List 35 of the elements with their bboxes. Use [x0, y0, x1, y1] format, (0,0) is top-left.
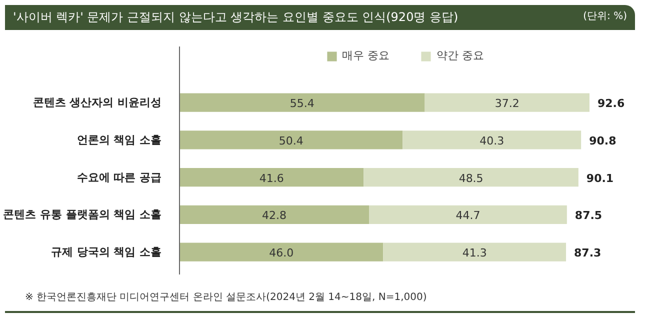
total-label: 87.5 — [574, 209, 602, 222]
data-label: 42.8 — [262, 209, 287, 222]
bar — [180, 130, 403, 150]
data-label: 55.4 — [290, 97, 314, 110]
data-label: 41.3 — [462, 246, 487, 260]
total-label: 90.8 — [589, 134, 616, 148]
bar — [369, 205, 567, 224]
bar — [180, 168, 364, 187]
y-tick-label: 콘텐츠 생산자의 비윤리성 — [32, 96, 162, 110]
text: (단위: %) — [583, 10, 627, 24]
data-label: 44.7 — [456, 209, 480, 222]
y-tick-label: 언론의 책임 소홀 — [76, 133, 162, 146]
legend-label: 매우 중요 — [342, 48, 390, 63]
bar — [180, 93, 425, 112]
total-label: 90.1 — [586, 172, 614, 185]
bar — [180, 242, 384, 262]
bar — [402, 130, 582, 150]
legend-label: 약간 중요 — [436, 48, 484, 63]
total-label: 87.3 — [574, 246, 602, 260]
bar — [364, 168, 578, 187]
data-label: 40.3 — [480, 134, 504, 148]
y-tick-label: 규제 당국의 책임 소홀 — [51, 246, 162, 259]
text: ※ 한국언론진흥재단 미디어연구센터 온라인 설문조사(2024년 2월 14~18일, N=1,000) — [5, 285, 635, 314]
bar — [424, 93, 590, 112]
chart-title: '사이버 렉카' 문제가 근절되지 않는다고 생각하는 요인별 중요도 인식(920명 응답) — [13, 9, 458, 26]
bar — [180, 205, 370, 224]
data-label: 41.6 — [259, 172, 284, 185]
data-label: 46.0 — [269, 246, 294, 260]
bar — [383, 242, 566, 262]
y-tick-label: 콘텐츠 유통 플랫폼의 책임 소홀 — [3, 208, 162, 222]
data-label: 50.4 — [278, 134, 304, 148]
data-label: 48.5 — [458, 172, 484, 185]
y-tick-label: 수요에 따른 공급 — [76, 170, 162, 184]
data-label: 37.2 — [494, 97, 520, 110]
total-label: 92.6 — [598, 97, 625, 110]
